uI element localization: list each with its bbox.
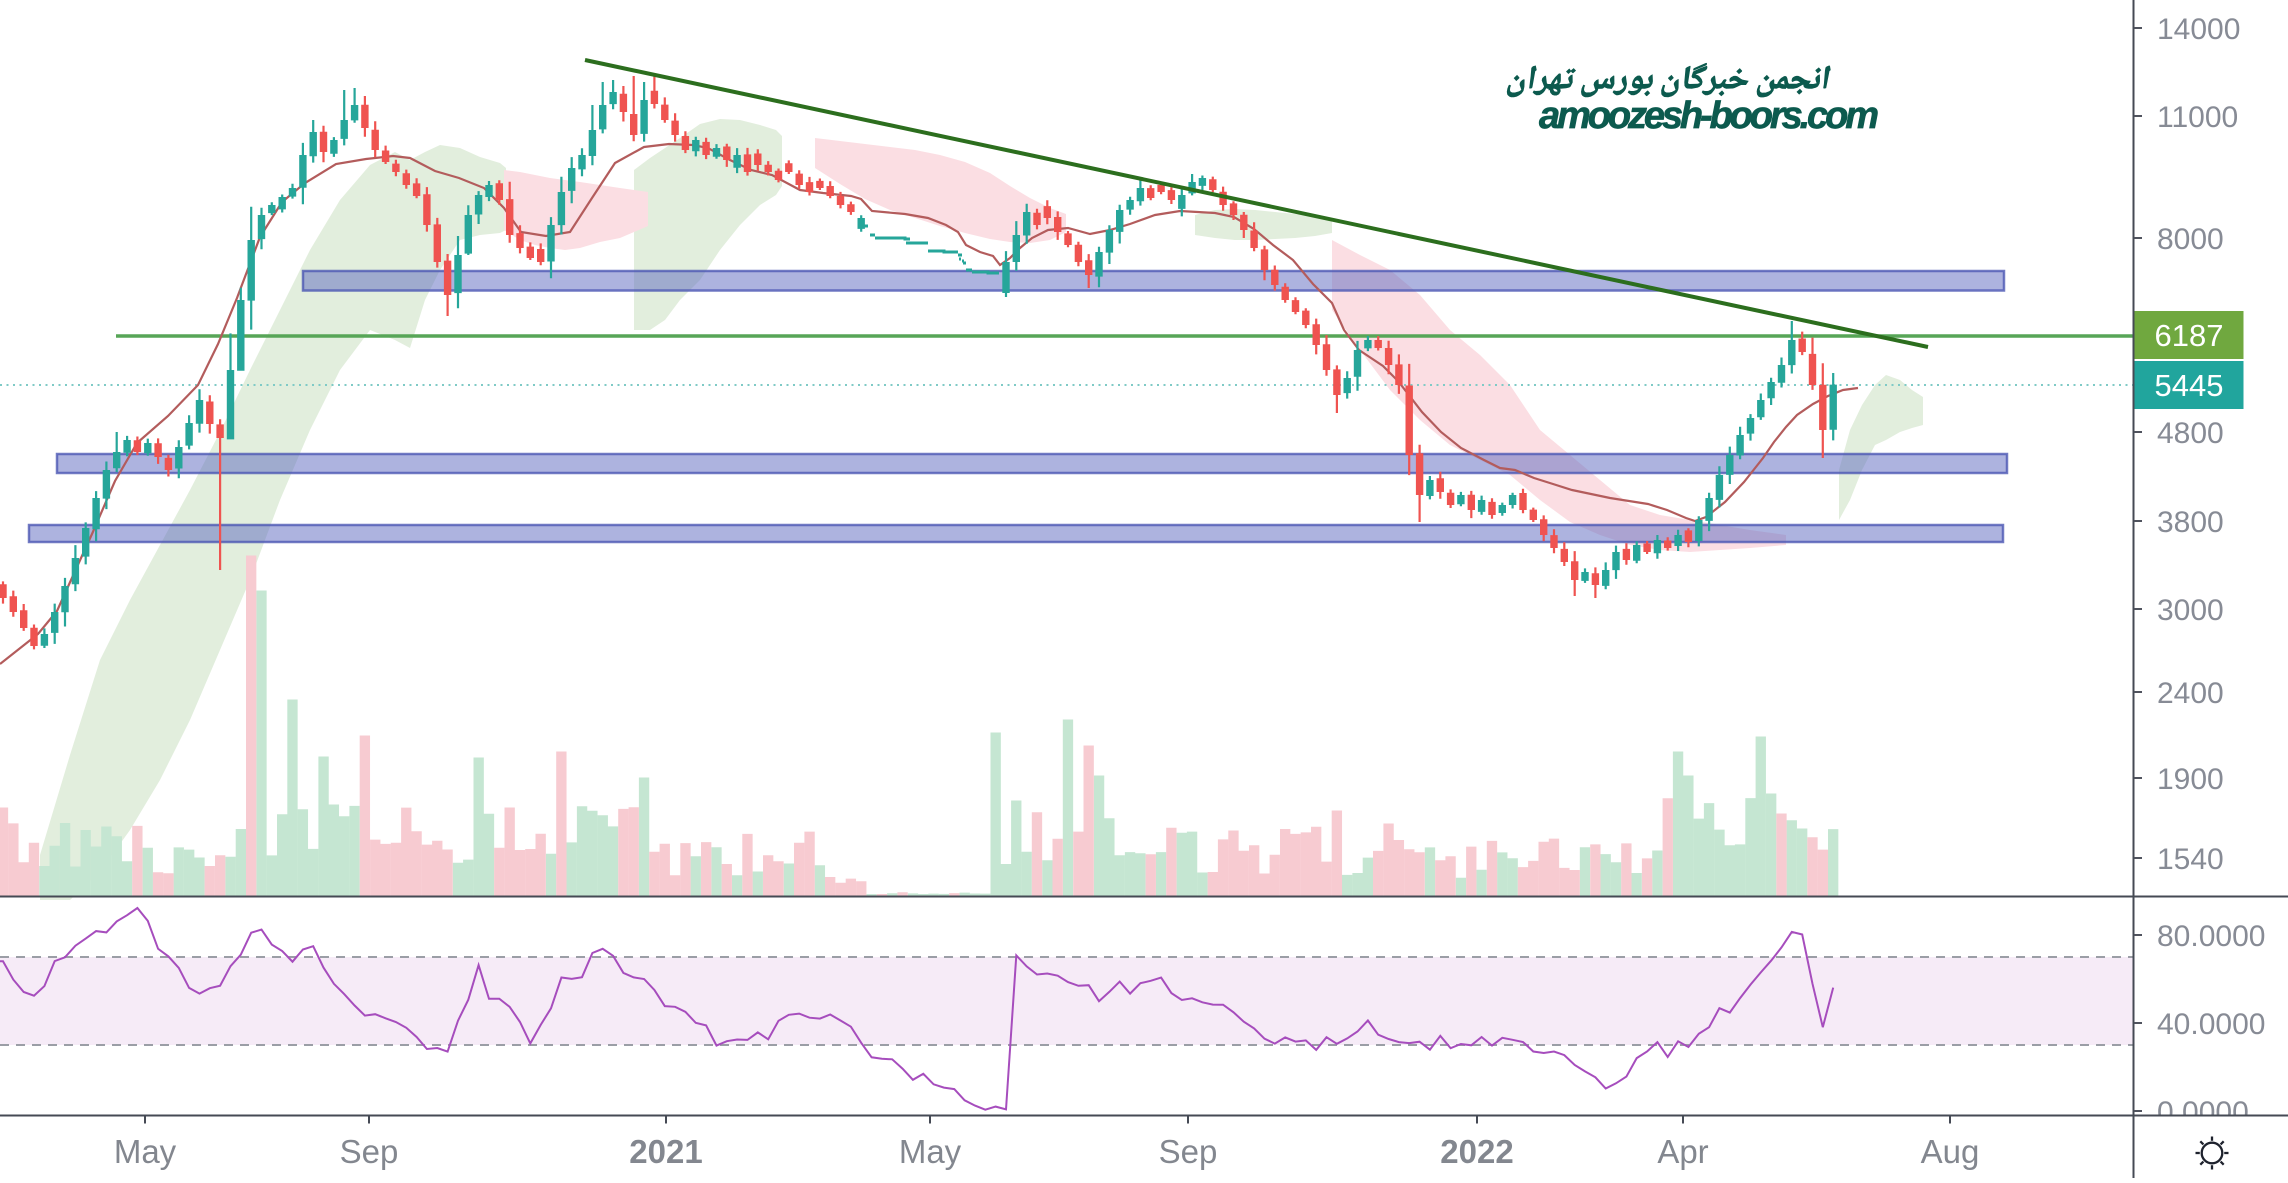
svg-text:May: May [899,1133,962,1170]
svg-text:Sep: Sep [1159,1133,1218,1170]
svg-text:80.0000: 80.0000 [2157,920,2265,953]
svg-text:2022: 2022 [1440,1133,1513,1170]
svg-text:May: May [114,1133,177,1170]
svg-text:amoozesh-boors.com: amoozesh-boors.com [1539,95,1879,137]
svg-text:3800: 3800 [2157,506,2224,539]
svg-text:Apr: Apr [1657,1133,1708,1170]
svg-text:14000: 14000 [2157,13,2240,46]
svg-text:4800: 4800 [2157,417,2224,450]
svg-text:2400: 2400 [2157,677,2224,710]
svg-text:1540: 1540 [2157,843,2224,876]
svg-text:3000: 3000 [2157,594,2224,627]
svg-text:1900: 1900 [2157,763,2224,796]
svg-text:2021: 2021 [629,1133,702,1170]
svg-text:Aug: Aug [1921,1133,1980,1170]
svg-text:11000: 11000 [2157,101,2238,134]
svg-text:40.0000: 40.0000 [2157,1008,2265,1041]
svg-text:5445: 5445 [2155,368,2224,403]
svg-text:8000: 8000 [2157,223,2224,256]
svg-text:Sep: Sep [340,1133,399,1170]
svg-text:6187: 6187 [2155,318,2224,353]
